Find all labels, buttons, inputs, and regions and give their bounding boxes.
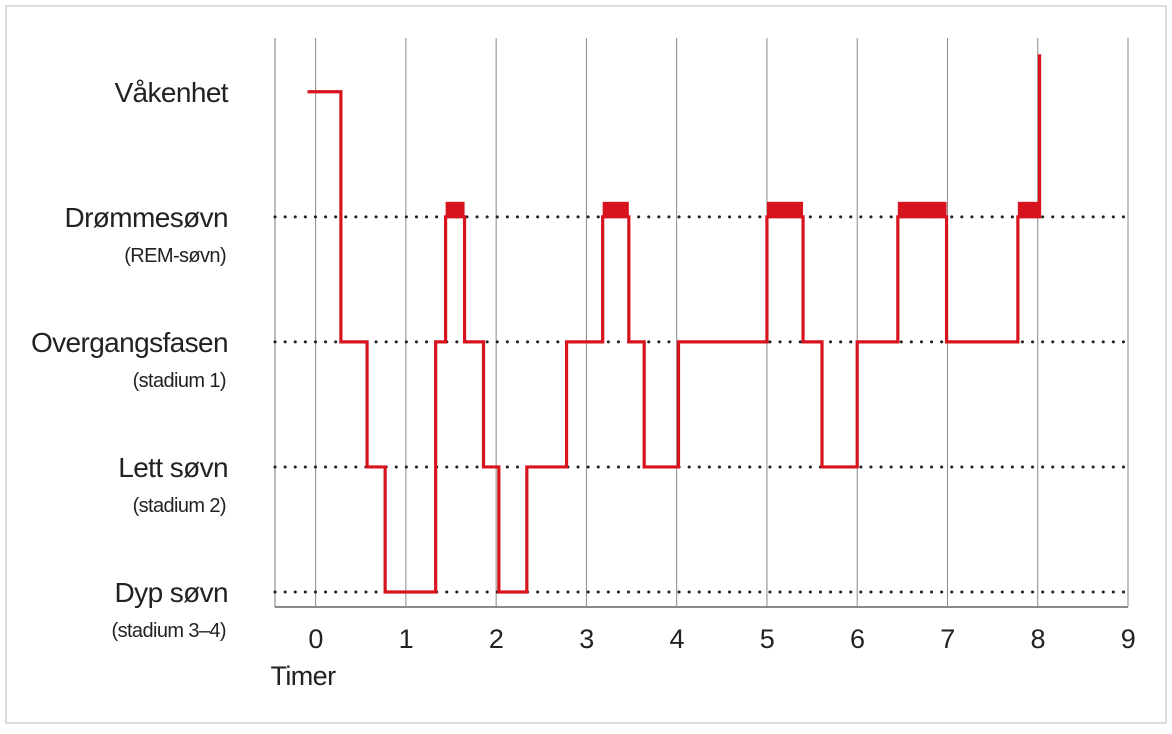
x-tick-label: 5 — [760, 624, 774, 654]
y-tick-sublabel: (stadium 3–4) — [112, 620, 226, 642]
sleep-line — [307, 54, 1042, 594]
y-tick-sublabel: (stadium 2) — [133, 495, 226, 517]
rem-block — [1017, 201, 1040, 217]
x-tick-label: 3 — [579, 624, 593, 654]
y-tick-label: Våkenhet — [114, 77, 228, 108]
rem-block — [897, 201, 947, 217]
x-tick-label: 6 — [850, 624, 864, 654]
rem-block — [445, 201, 465, 217]
rem-block — [602, 201, 629, 217]
y-tick-label: Lett søvn — [118, 452, 228, 483]
y-tick-label: Drømmesøvn — [64, 202, 228, 233]
x-tick-label: 7 — [940, 624, 954, 654]
x-tick-label: 1 — [399, 624, 413, 654]
rem-block — [766, 201, 804, 217]
x-axis-label: Timer — [271, 661, 337, 691]
y-tick-sublabel: (REM-søvn) — [124, 245, 226, 267]
x-tick-label: 9 — [1121, 624, 1135, 654]
y-tick-label: Dyp søvn — [115, 577, 228, 608]
frame — [5, 5, 1167, 724]
y-tick-sublabel: (stadium 1) — [133, 370, 226, 392]
y-tick-label: Overgangsfasen — [31, 327, 228, 358]
x-tick-label: 8 — [1031, 624, 1045, 654]
x-tick-label: 2 — [489, 624, 503, 654]
x-tick-label: 4 — [669, 624, 684, 654]
x-tick-label: 0 — [308, 624, 322, 654]
